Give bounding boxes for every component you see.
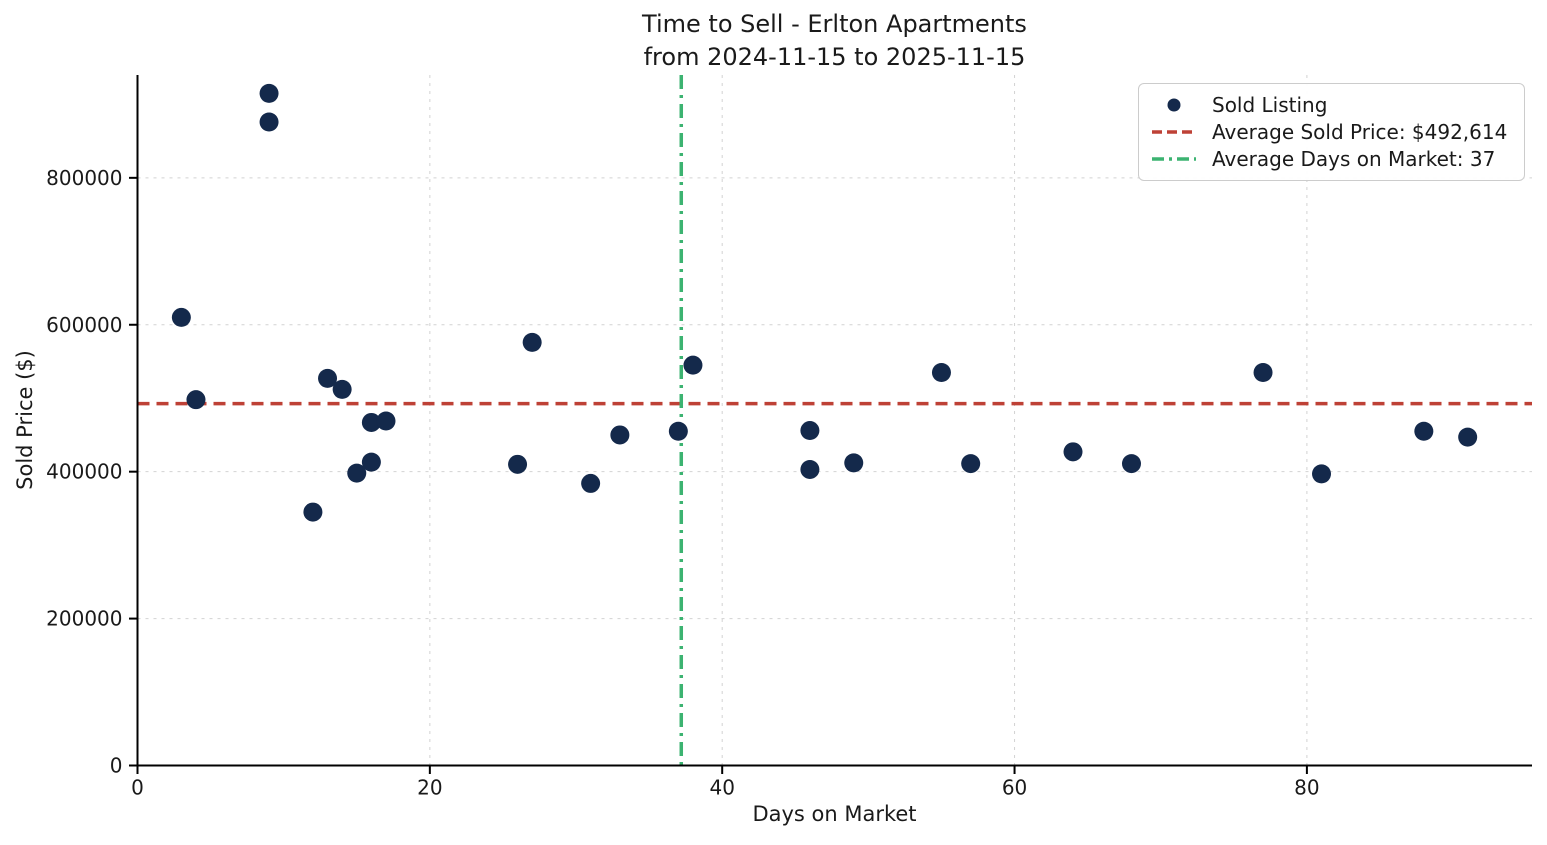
x-tick-label-0: 0 <box>131 776 144 800</box>
data-point <box>1063 442 1083 462</box>
data-point <box>668 421 688 441</box>
x-tick-label-60: 60 <box>1002 776 1027 800</box>
dashed-line-icon <box>1152 130 1196 134</box>
data-point <box>1253 363 1273 383</box>
data-point <box>347 463 367 483</box>
data-point <box>844 453 864 473</box>
data-point <box>508 454 528 474</box>
data-point <box>610 425 630 445</box>
data-point <box>332 379 352 399</box>
data-point <box>318 368 338 388</box>
x-tick-label-40: 40 <box>709 776 734 800</box>
legend-item-average-days: Average Days on Market: 37 <box>1151 147 1512 171</box>
scatter-dot-icon <box>1167 98 1181 112</box>
y-tick-label-200000: 200000 <box>46 607 122 631</box>
legend-label-average-sold-price: Average Sold Price: $492,614 <box>1212 119 1508 144</box>
data-point <box>361 412 381 432</box>
data-point <box>1121 454 1141 474</box>
data-point <box>303 502 323 522</box>
legend: Sold Listing Average Sold Price: $492,61… <box>1138 83 1525 181</box>
x-axis-label: Days on Market <box>752 802 917 826</box>
data-point <box>376 411 396 431</box>
data-point <box>1414 421 1434 441</box>
data-point <box>581 473 601 493</box>
chart-title-line2: from 2024-11-15 to 2025-11-15 <box>643 43 1026 71</box>
data-point <box>259 83 279 103</box>
chart-title-line1: Time to Sell - Erlton Apartments <box>642 10 1027 38</box>
dashdot-line-icon <box>1152 157 1196 162</box>
x-tick-label-20: 20 <box>417 776 442 800</box>
y-tick-label-800000: 800000 <box>46 166 122 190</box>
data-point <box>961 454 981 474</box>
data-point <box>522 332 542 352</box>
y-tick-label-0: 0 <box>110 754 123 778</box>
data-point <box>800 459 820 479</box>
scatter-points <box>171 83 1478 522</box>
legend-label-sold-listing: Sold Listing <box>1212 92 1328 117</box>
y-tick-label-400000: 400000 <box>46 460 122 484</box>
average-lines <box>137 75 1532 766</box>
y-tick-label-600000: 600000 <box>46 313 122 337</box>
chart-title: Time to Sell - Erlton Apartments from 20… <box>137 8 1532 74</box>
tick-labels: 0 20 40 60 80 0 200000 400000 600000 800000 <box>46 166 1319 800</box>
legend-item-average-sold-price: Average Sold Price: $492,614 <box>1151 120 1512 144</box>
data-point <box>1458 427 1478 447</box>
data-point <box>259 112 279 132</box>
y-axis-label: Sold Price ($) <box>13 350 37 490</box>
data-point <box>361 452 381 472</box>
data-point <box>683 355 703 375</box>
data-point <box>171 307 191 327</box>
legend-item-sold-listing: Sold Listing <box>1151 93 1512 117</box>
data-point <box>800 421 820 441</box>
data-point <box>931 363 951 383</box>
data-point <box>1312 464 1332 484</box>
x-tick-label-80: 80 <box>1294 776 1319 800</box>
axes-spines-ticks <box>129 75 1532 774</box>
data-point <box>186 390 206 410</box>
legend-label-average-days: Average Days on Market: 37 <box>1212 147 1496 172</box>
